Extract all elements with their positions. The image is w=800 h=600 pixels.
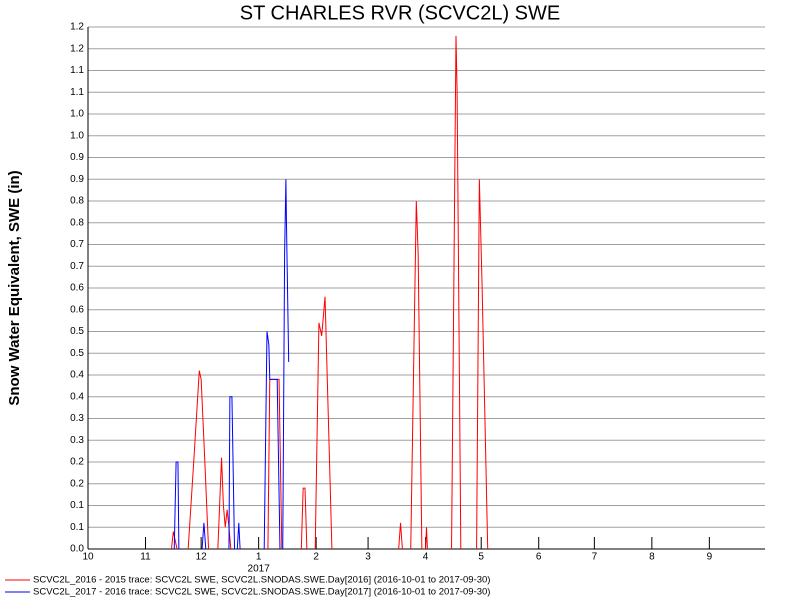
y-tick-label: 1.1	[70, 65, 84, 76]
y-axis-label: Snow Water Equivalent, SWE (in)	[6, 170, 23, 405]
x-tick-label: 8	[649, 552, 655, 563]
y-tick-label: 0.7	[70, 261, 84, 272]
x-tick-label: 12	[196, 552, 208, 563]
y-tick-label: 1.0	[70, 130, 84, 141]
series-line	[173, 179, 290, 550]
y-tick-label: 0.5	[70, 326, 84, 337]
x-tick-label: 9	[707, 552, 713, 563]
y-tick-label: 0.1	[70, 522, 84, 533]
y-tick-label: 0.0	[70, 544, 84, 555]
x-tick-label: 7	[592, 552, 598, 563]
y-tick-label: 1.2	[70, 43, 84, 54]
x-tick-label: 4	[423, 552, 429, 563]
y-tick-label: 0.5	[70, 348, 84, 359]
y-tick-label: 0.3	[70, 413, 84, 424]
x-tick-label: 10	[82, 552, 94, 563]
x-tick-label: 3	[365, 552, 371, 563]
y-tick-label: 0.6	[70, 304, 84, 315]
y-tick-label: 1.2	[70, 22, 84, 33]
x-tick-label: 5	[478, 552, 484, 563]
legend-label: SCVC2L_2016 - 2015 trace: SCVC2L SWE, SC…	[33, 575, 490, 586]
y-tick-label: 1.0	[70, 109, 84, 120]
y-tick-label: 0.2	[70, 457, 84, 468]
y-tick-label: 0.2	[70, 478, 84, 489]
x-tick-label: 2	[313, 552, 319, 563]
y-tick-label: 0.9	[70, 174, 84, 185]
y-tick-label: 0.4	[70, 391, 84, 402]
x-sublabel: 2017	[248, 564, 271, 575]
y-tick-label: 0.1	[70, 500, 84, 511]
y-tick-label: 0.7	[70, 239, 84, 250]
chart-title: ST CHARLES RVR (SCVC2L) SWE	[240, 2, 560, 24]
legend-label: SCVC2L_2017 - 2016 trace: SCVC2L SWE, SC…	[33, 587, 490, 598]
y-tick-label: 0.8	[70, 196, 84, 207]
y-tick-label: 1.1	[70, 87, 84, 98]
y-tick-label: 0.4	[70, 370, 84, 381]
y-tick-label: 0.6	[70, 283, 84, 294]
x-tick-label: 6	[536, 552, 542, 563]
y-tick-label: 0.3	[70, 435, 84, 446]
x-tick-label: 1	[256, 552, 262, 563]
x-tick-label: 11	[140, 552, 151, 563]
y-tick-label: 0.8	[70, 217, 84, 228]
y-tick-label: 0.9	[70, 152, 84, 163]
